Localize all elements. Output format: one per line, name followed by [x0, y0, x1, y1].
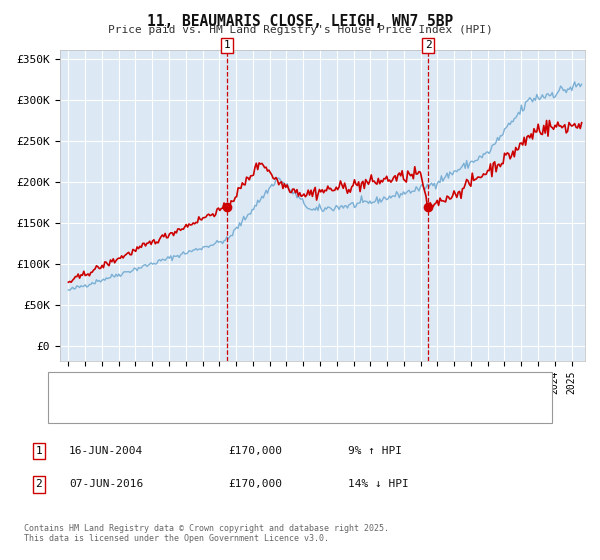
Text: £170,000: £170,000 [228, 479, 282, 489]
Text: 2: 2 [425, 40, 431, 50]
Text: 1: 1 [224, 40, 230, 50]
Text: 11, BEAUMARIS CLOSE, LEIGH, WN7 5BP (detached house): 11, BEAUMARIS CLOSE, LEIGH, WN7 5BP (det… [93, 381, 418, 391]
Text: 16-JUN-2004: 16-JUN-2004 [69, 446, 143, 456]
Text: 9% ↑ HPI: 9% ↑ HPI [348, 446, 402, 456]
Text: ——: —— [60, 380, 77, 394]
Text: HPI: Average price, detached house, Wigan: HPI: Average price, detached house, Wiga… [93, 405, 349, 415]
Text: £170,000: £170,000 [228, 446, 282, 456]
Text: 11, BEAUMARIS CLOSE, LEIGH, WN7 5BP: 11, BEAUMARIS CLOSE, LEIGH, WN7 5BP [147, 14, 453, 29]
Text: Contains HM Land Registry data © Crown copyright and database right 2025.
This d: Contains HM Land Registry data © Crown c… [24, 524, 389, 543]
Text: 14% ↓ HPI: 14% ↓ HPI [348, 479, 409, 489]
Text: 07-JUN-2016: 07-JUN-2016 [69, 479, 143, 489]
Text: Price paid vs. HM Land Registry's House Price Index (HPI): Price paid vs. HM Land Registry's House … [107, 25, 493, 35]
Text: ——: —— [60, 403, 77, 417]
Text: 1: 1 [35, 446, 43, 456]
Text: 2: 2 [35, 479, 43, 489]
